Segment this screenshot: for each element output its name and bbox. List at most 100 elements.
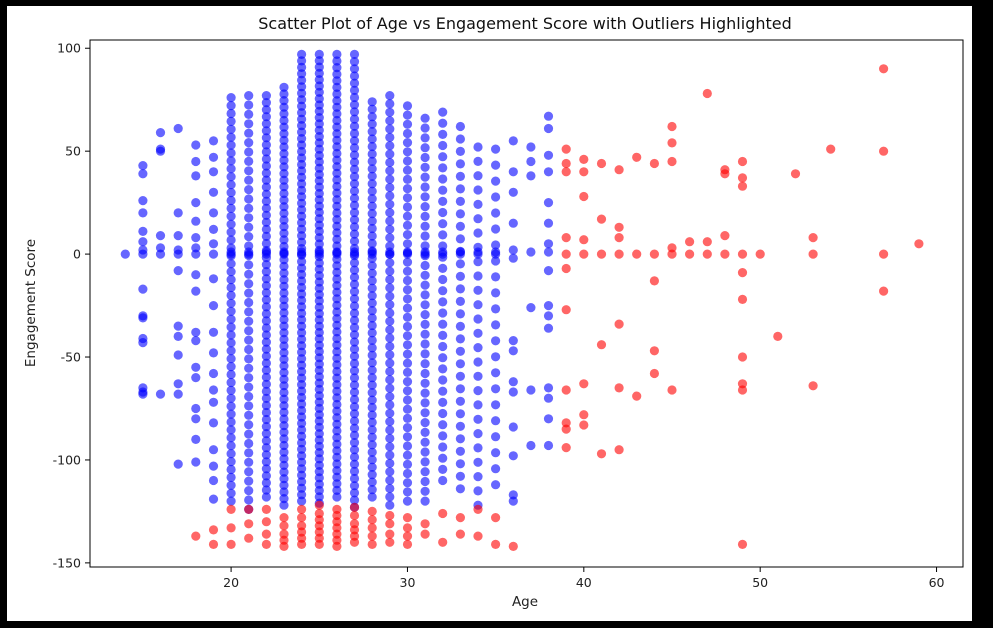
normal-point [438, 129, 448, 139]
normal-point [402, 404, 413, 414]
normal-point [314, 448, 324, 458]
normal-point [385, 433, 395, 443]
normal-point [367, 179, 377, 189]
normal-point [314, 327, 324, 338]
outlier-point [385, 510, 395, 521]
normal-point [244, 247, 254, 257]
normal-point [420, 496, 430, 506]
normal-point [279, 129, 289, 139]
normal-point [279, 381, 289, 391]
normal-point [279, 374, 289, 384]
normal-point [367, 485, 377, 495]
normal-point [491, 208, 501, 218]
normal-point [385, 233, 395, 243]
y-tick-label: -100 [53, 452, 81, 467]
normal-point [367, 209, 377, 219]
normal-point [402, 340, 413, 350]
normal-point [297, 153, 307, 163]
normal-point [332, 479, 342, 489]
normal-point [473, 271, 483, 281]
normal-point [138, 196, 148, 206]
outlier-point [614, 233, 624, 243]
normal-point [455, 334, 465, 344]
normal-point [244, 438, 254, 449]
outlier-point [737, 181, 748, 191]
normal-point [314, 163, 324, 173]
normal-point [367, 455, 377, 465]
normal-point [385, 450, 395, 460]
normal-point [385, 274, 395, 285]
normal-point [279, 122, 289, 132]
normal-point [367, 171, 377, 181]
normal-point [261, 224, 271, 234]
normal-point [261, 436, 271, 446]
normal-point [297, 237, 307, 247]
normal-point [332, 446, 342, 456]
normal-point [297, 386, 307, 396]
normal-point [261, 231, 271, 241]
normal-point [226, 156, 236, 166]
normal-point [226, 354, 236, 364]
normal-point [314, 422, 324, 432]
normal-point [244, 420, 254, 430]
normal-point [191, 216, 201, 226]
normal-point [261, 457, 271, 467]
normal-point [244, 91, 254, 101]
normal-point [543, 383, 554, 393]
normal-point [438, 442, 448, 452]
normal-point [279, 169, 289, 179]
normal-point [226, 101, 236, 111]
outlier-point [508, 541, 518, 552]
normal-point [402, 441, 413, 451]
normal-point [261, 330, 271, 340]
normal-point [226, 180, 236, 190]
normal-point [438, 308, 448, 318]
normal-point [279, 487, 289, 497]
normal-point [226, 188, 236, 198]
normal-point [543, 111, 554, 121]
normal-point [279, 314, 289, 325]
normal-point [332, 433, 342, 443]
normal-point [279, 288, 289, 298]
normal-point [314, 271, 324, 281]
outlier-point [332, 541, 342, 552]
normal-point [191, 457, 201, 467]
normal-point [349, 92, 360, 103]
normal-point [508, 167, 518, 177]
normal-point [297, 218, 307, 228]
normal-point [314, 150, 324, 161]
normal-point [191, 270, 201, 280]
normal-point [367, 149, 377, 159]
normal-point [332, 386, 342, 396]
normal-point [455, 234, 465, 244]
outlier-point [349, 510, 360, 521]
normal-point [297, 360, 307, 370]
normal-point [349, 164, 360, 174]
normal-point [455, 471, 465, 481]
normal-point [508, 253, 518, 263]
normal-point [261, 281, 271, 291]
outlier-point [297, 504, 307, 514]
normal-point [491, 384, 501, 394]
normal-point [385, 116, 395, 126]
y-tick-label: 50 [65, 144, 81, 159]
normal-point [279, 341, 289, 351]
normal-point [420, 211, 430, 221]
normal-point [314, 81, 324, 91]
outlier-point [649, 368, 660, 379]
normal-point [402, 174, 413, 184]
normal-point [314, 429, 324, 439]
normal-point [297, 457, 307, 467]
normal-point [261, 168, 271, 178]
normal-point [314, 485, 324, 496]
normal-point [261, 238, 271, 249]
normal-point [279, 208, 289, 218]
normal-point [244, 495, 254, 505]
normal-point [402, 487, 413, 497]
normal-point [261, 407, 271, 418]
normal-point [473, 247, 483, 257]
normal-point [332, 234, 342, 244]
normal-point [332, 459, 342, 469]
normal-point [543, 239, 554, 249]
normal-point [420, 398, 430, 408]
